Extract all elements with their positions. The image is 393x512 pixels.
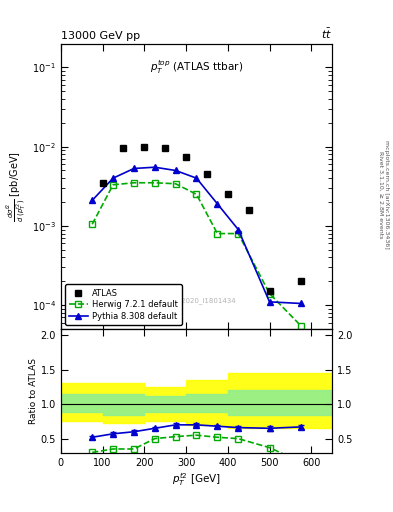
Text: mcplots.cern.ch [arXiv:1306.3436]: mcplots.cern.ch [arXiv:1306.3436] xyxy=(384,140,389,249)
Line: Pythia 8.308 default: Pythia 8.308 default xyxy=(89,164,304,307)
Herwig 7.2.1 default xyxy=(111,182,116,188)
X-axis label: $p_T^{t2}$ [GeV]: $p_T^{t2}$ [GeV] xyxy=(172,471,221,487)
Text: 13000 GeV pp: 13000 GeV pp xyxy=(61,31,140,41)
Herwig 7.2.1 default xyxy=(132,180,136,186)
Pythia 8.308 default xyxy=(194,175,199,181)
ATLAS xyxy=(246,207,251,213)
Pythia 8.308 default xyxy=(152,164,157,170)
ATLAS xyxy=(163,145,167,152)
ATLAS xyxy=(267,288,272,294)
Pythia 8.308 default xyxy=(111,175,116,181)
Text: $p_T^{top}$ (ATLAS ttbar): $p_T^{top}$ (ATLAS ttbar) xyxy=(150,58,243,76)
Herwig 7.2.1 default xyxy=(215,230,220,237)
Herwig 7.2.1 default xyxy=(194,191,199,198)
Text: $t\bar{t}$: $t\bar{t}$ xyxy=(321,27,332,41)
Line: ATLAS: ATLAS xyxy=(99,143,304,295)
ATLAS xyxy=(205,171,209,177)
Pythia 8.308 default xyxy=(298,301,303,307)
Herwig 7.2.1 default xyxy=(152,180,157,186)
Herwig 7.2.1 default xyxy=(236,230,241,237)
Pythia 8.308 default xyxy=(215,201,220,207)
Pythia 8.308 default xyxy=(173,167,178,174)
ATLAS xyxy=(121,145,126,152)
Herwig 7.2.1 default xyxy=(267,290,272,296)
Pythia 8.308 default xyxy=(132,165,136,172)
Line: Herwig 7.2.1 default: Herwig 7.2.1 default xyxy=(90,180,303,329)
ATLAS xyxy=(226,191,230,198)
Herwig 7.2.1 default xyxy=(298,323,303,329)
Pythia 8.308 default xyxy=(236,226,241,232)
ATLAS xyxy=(298,278,303,284)
ATLAS xyxy=(142,143,147,150)
Legend: ATLAS, Herwig 7.2.1 default, Pythia 8.308 default: ATLAS, Herwig 7.2.1 default, Pythia 8.30… xyxy=(65,285,182,325)
Y-axis label: Ratio to ATLAS: Ratio to ATLAS xyxy=(29,358,38,424)
Herwig 7.2.1 default xyxy=(173,181,178,187)
Pythia 8.308 default xyxy=(90,197,95,203)
Y-axis label: $\frac{d\sigma^{t2}}{d\ (p_T^{t2})}$ [pb/GeV]: $\frac{d\sigma^{t2}}{d\ (p_T^{t2})}$ [pb… xyxy=(6,151,29,222)
Herwig 7.2.1 default xyxy=(90,221,95,227)
Pythia 8.308 default xyxy=(267,299,272,305)
ATLAS xyxy=(100,180,105,186)
Text: ATLAS_2020_I1801434: ATLAS_2020_I1801434 xyxy=(157,297,236,304)
ATLAS xyxy=(184,154,188,160)
Text: Rivet 3.1.10, ≥ 2.8M events: Rivet 3.1.10, ≥ 2.8M events xyxy=(378,151,383,238)
